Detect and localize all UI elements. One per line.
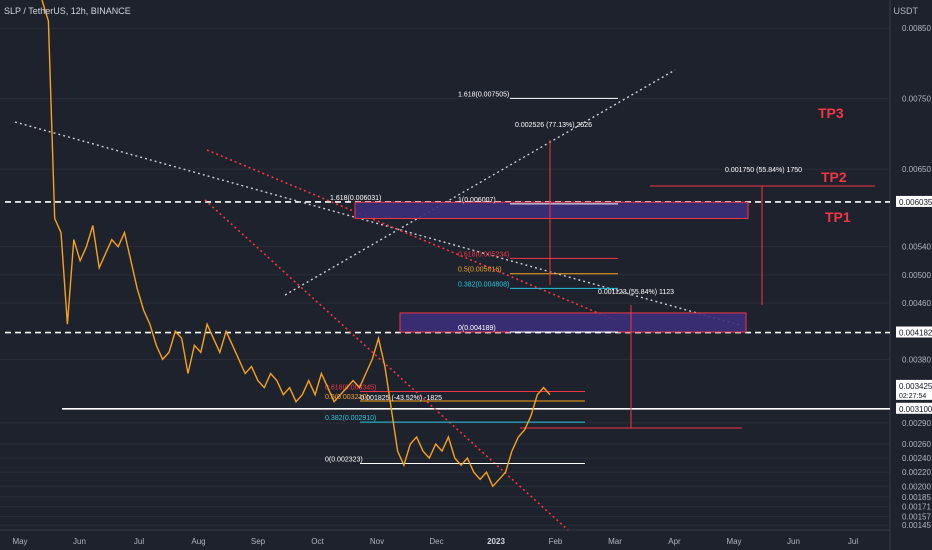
price-axis-tag: [896, 326, 932, 338]
fib-level-label: 1.618(0.006031): [330, 195, 381, 202]
fib-level-label: 0(0.002323): [325, 457, 363, 464]
measure-label: 0.002526 (77.13%) 2526: [515, 122, 592, 129]
channel-lower-line: [204, 199, 569, 531]
price-axis-tag-text: 0.003425: [899, 382, 932, 391]
y-tick-label: 0.00260: [902, 440, 931, 449]
fib-level-label: 0(0.004189): [458, 325, 496, 332]
price-axis-tag-text: 0.003100: [899, 405, 932, 414]
fib-level-label: 0.618(0.005234): [458, 251, 509, 258]
x-tick-label: 2023: [487, 537, 505, 546]
channel-upper-line: [206, 149, 616, 321]
y-tick-label: 0.00540: [902, 243, 931, 252]
symbol-legend: SLP / TetherUS, 12h, BINANCE: [4, 6, 131, 16]
fib-level-label: 0.5(0.005016): [458, 267, 502, 274]
fib-level-label: 1(0.006007): [458, 197, 496, 204]
fib-level-label: 0.382(0.004808): [458, 281, 509, 288]
price-axis-tag: [896, 379, 932, 400]
y-tick-label: 0.00750: [902, 95, 931, 104]
price-axis-tag: [896, 402, 932, 414]
y-tick-label: 0.00380: [902, 355, 931, 364]
fib-zone-upper: [354, 201, 749, 219]
x-tick-label: Sep: [251, 537, 266, 546]
y-tick-label: 0.00185: [902, 493, 931, 502]
price-axis-tag-text: 0.006035: [899, 198, 932, 207]
price-line: [41, 0, 551, 488]
currency-label: USDT: [893, 6, 919, 16]
target-label: TP2: [821, 169, 847, 185]
x-tick-label: Feb: [549, 537, 563, 546]
y-tick-label: 0.00240: [902, 454, 931, 463]
x-tick-label: Apr: [668, 537, 681, 546]
x-tick-label: May: [726, 537, 741, 546]
x-tick-label: May: [12, 537, 27, 546]
y-tick-label: 0.00290: [902, 419, 931, 428]
x-tick-label: Aug: [191, 537, 205, 546]
fib-level-label: 0.618(0.003345): [325, 385, 376, 392]
price-axis-tag: [896, 195, 932, 207]
x-tick-label: Jun: [787, 537, 800, 546]
descending-trendline: [14, 121, 741, 326]
fib-level-label: 1.618(0.007505): [458, 91, 509, 98]
y-tick-label: 0.00500: [902, 271, 931, 280]
measure-label: 0.001123 (55.84%) 1123: [598, 289, 674, 296]
y-tick-label: 0.00650: [902, 165, 931, 174]
ascending-trendline: [284, 69, 676, 296]
x-tick-label: Jul: [134, 537, 144, 546]
measure-label: -0.001825 (-43.52%) -1825: [358, 395, 442, 402]
x-tick-label: Jun: [73, 537, 86, 546]
y-tick-label: 0.00220: [902, 468, 931, 477]
x-tick-label: Oct: [311, 537, 324, 546]
countdown-text: 02:27:54: [899, 393, 926, 400]
y-tick-label: 0.00200: [902, 482, 931, 491]
y-tick-label: 0.00171: [902, 503, 931, 512]
target-label: TP3: [818, 105, 844, 121]
y-tick-label: 0.00460: [902, 299, 931, 308]
price-axis-tag-text: 0.004182: [899, 329, 932, 338]
fib-zone-lower: [399, 312, 747, 333]
fib-level-label: 0.382(0.002910): [325, 415, 376, 422]
y-tick-label: 0.00850: [902, 24, 931, 33]
x-tick-label: Mar: [608, 537, 622, 546]
target-label: TP1: [825, 209, 851, 225]
x-tick-label: Dec: [429, 537, 443, 546]
fib-level-label: 0.5(0.003210): [325, 394, 369, 401]
x-tick-label: Nov: [370, 537, 384, 546]
y-tick-label: 0.00157: [902, 513, 931, 522]
x-tick-label: Jul: [848, 537, 858, 546]
measure-label: 0.001750 (55.84%) 1750: [725, 167, 802, 174]
y-tick-label: 0.00145: [902, 521, 931, 530]
